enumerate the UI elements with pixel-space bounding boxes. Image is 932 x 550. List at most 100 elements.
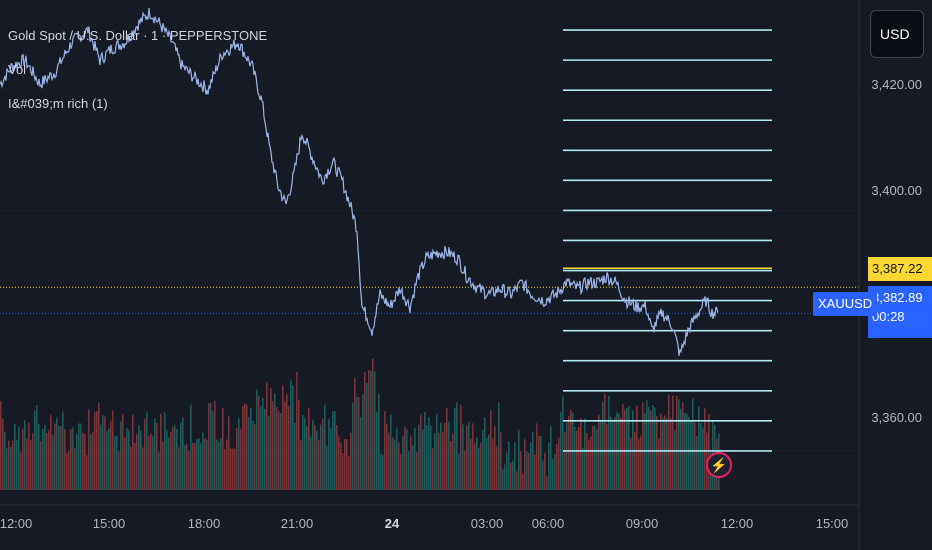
volume-bar: [654, 407, 656, 490]
volume-bar: [550, 425, 552, 490]
volume-bar: [664, 415, 666, 490]
volume-bar: [626, 407, 628, 490]
indicator-legend[interactable]: I&#039;m rich (1): [8, 96, 108, 111]
volume-bar: [400, 453, 402, 490]
volume-bar: [96, 411, 98, 490]
volume-bar: [512, 460, 514, 490]
volume-bar: [92, 432, 94, 490]
volume-bar: [70, 429, 72, 490]
volume-bar: [502, 468, 504, 490]
currency-button[interactable]: USD: [870, 10, 924, 58]
volume-bar: [66, 453, 68, 490]
volume-bar: [398, 442, 400, 490]
volume-bar: [522, 473, 524, 490]
volume-bar: [164, 412, 166, 490]
volume-bar: [612, 419, 614, 490]
volume-bar: [658, 438, 660, 490]
volume-bar: [544, 452, 546, 490]
volume-bar: [76, 434, 78, 490]
volume-bar: [668, 394, 670, 490]
volume-bar: [542, 460, 544, 490]
volume-bar: [468, 422, 470, 490]
volume-bar: [600, 419, 602, 490]
volume-bar: [336, 425, 338, 490]
volume-bar: [184, 445, 186, 490]
volume-legend[interactable]: Vol: [8, 62, 27, 77]
volume-bar: [680, 408, 682, 490]
volume-bar: [170, 431, 172, 490]
volume-bar: [112, 410, 114, 490]
volume-bar: [90, 433, 92, 490]
volume-bar: [636, 405, 638, 490]
volume-bar: [204, 438, 206, 490]
volume-bar: [152, 436, 154, 490]
volume-bar: [108, 428, 110, 490]
symbol-legend[interactable]: Gold Spot / U.S. Dollar · 1 · PEPPERSTON…: [8, 28, 268, 43]
volume-bar: [94, 411, 96, 490]
volume-bar: [34, 410, 36, 490]
volume-bar: [260, 406, 262, 490]
volume-bar: [296, 372, 298, 490]
volume-bar: [324, 404, 326, 490]
volume-bar: [48, 430, 50, 490]
volume-bar: [472, 423, 474, 490]
volume-bar: [410, 435, 412, 490]
volume-bar: [264, 408, 266, 490]
volume-bar: [126, 428, 128, 490]
volume-bar: [478, 447, 480, 490]
volume-bar: [222, 408, 224, 490]
volume-bar: [156, 422, 158, 490]
volume-bar: [178, 447, 180, 490]
volume-bar: [414, 427, 416, 490]
volume-bar: [416, 451, 418, 490]
volume-bar: [0, 401, 2, 490]
volume-bar: [306, 426, 308, 490]
x-tick-label: 12:00: [720, 516, 754, 531]
volume-bar: [120, 421, 122, 490]
volume-bar: [24, 420, 26, 490]
volume-bar: [348, 455, 350, 490]
volume-bar: [388, 432, 390, 490]
volume-bar: [102, 414, 104, 490]
volume-bar: [128, 430, 130, 490]
x-tick-label: 18:00: [187, 516, 221, 531]
volume-bar: [576, 430, 578, 490]
volume-bar: [308, 408, 310, 490]
volume-bar: [26, 438, 28, 490]
volume-bar: [236, 427, 238, 490]
volume-bar: [194, 443, 196, 490]
volume-bar: [238, 418, 240, 490]
volume-bar: [272, 401, 274, 490]
volume-bar: [182, 417, 184, 490]
volume-bar: [476, 437, 478, 490]
volume-bar: [474, 443, 476, 490]
volume-bar: [628, 406, 630, 490]
volume-bar: [240, 428, 242, 490]
volume-bar: [232, 448, 234, 490]
volume-bar: [492, 438, 494, 490]
volume-bar: [412, 445, 414, 490]
volume-bar: [258, 396, 260, 490]
volume-bar: [704, 408, 706, 490]
volume-bar: [380, 453, 382, 490]
volume-bar: [642, 402, 644, 490]
volume-bar: [206, 439, 208, 490]
volume-bar: [252, 421, 254, 490]
volume-bar: [382, 454, 384, 490]
volume-bar: [470, 438, 472, 490]
volume-bar: [286, 393, 288, 490]
volume-bar: [574, 427, 576, 490]
lightning-icon[interactable]: ⚡: [706, 452, 732, 478]
volume-bar: [32, 433, 34, 490]
symbol-tag[interactable]: XAUUSD: [813, 292, 878, 316]
volume-bar: [100, 424, 102, 490]
volume-bar: [510, 462, 512, 490]
volume-bar: [554, 453, 556, 490]
volume-bar: [540, 435, 542, 490]
volume-bar: [566, 422, 568, 490]
volume-bar: [42, 428, 44, 490]
volume-bar: [216, 439, 218, 490]
volume-bar: [588, 439, 590, 490]
volume-bar: [132, 414, 134, 490]
